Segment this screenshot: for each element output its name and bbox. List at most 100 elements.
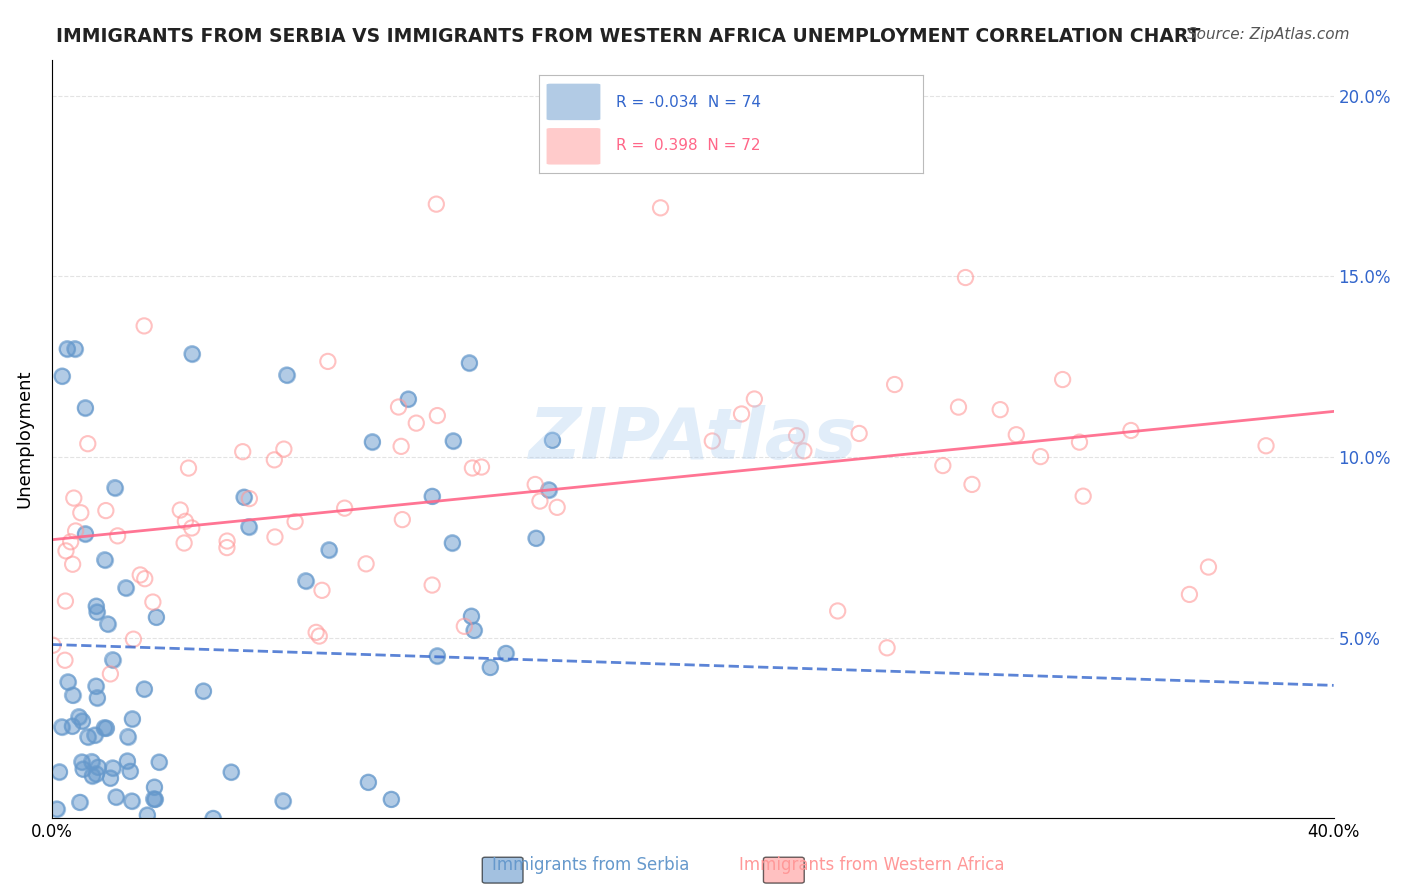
Immigrants from Serbia [143, 792, 166, 806]
Immigrants from Serbia [93, 553, 115, 567]
Point [420, 489, 443, 503]
Point [361, 434, 384, 449]
Immigrants from Serbia [86, 605, 108, 619]
Immigrants from Serbia [193, 684, 215, 698]
Point [495, 647, 517, 661]
Immigrants from Serbia [45, 802, 67, 816]
Point [955, 270, 977, 285]
Point [101, 761, 124, 775]
Point [129, 568, 152, 582]
Point [233, 490, 256, 504]
Immigrants from Serbia [357, 775, 380, 789]
Point [136, 808, 159, 822]
Immigrants from Serbia [142, 792, 165, 806]
Point [426, 409, 449, 423]
Text: Immigrants from Serbia: Immigrants from Serbia [492, 856, 689, 874]
Point [441, 535, 464, 549]
Point [114, 581, 136, 595]
Text: ZIPAtlas: ZIPAtlas [529, 405, 856, 474]
Point [67, 709, 90, 723]
Immigrants from Serbia [117, 754, 139, 768]
Point [524, 531, 547, 545]
Point [541, 434, 564, 448]
Point [72, 762, 94, 776]
Immigrants from Serbia [84, 679, 107, 693]
Point [380, 792, 402, 806]
Immigrants from Serbia [495, 647, 517, 661]
Point [988, 402, 1011, 417]
Immigrants from Serbia [104, 789, 127, 804]
Point [48, 764, 70, 779]
Y-axis label: Unemployment: Unemployment [15, 370, 32, 508]
Point [318, 542, 340, 557]
Point [82, 768, 104, 782]
Point [121, 712, 143, 726]
Text: Source: ZipAtlas.com: Source: ZipAtlas.com [1187, 27, 1350, 42]
Point [305, 625, 328, 640]
Immigrants from Serbia [51, 720, 73, 734]
Immigrants from Serbia [120, 764, 142, 779]
Point [426, 648, 449, 663]
Point [86, 690, 108, 705]
Point [793, 444, 815, 458]
Point [42, 638, 65, 652]
Point [1069, 435, 1091, 450]
Point [96, 721, 118, 735]
Point [62, 558, 84, 572]
Immigrants from Serbia [233, 490, 256, 504]
Immigrants from Serbia [134, 681, 156, 696]
Immigrants from Serbia [96, 721, 118, 735]
Immigrants from Serbia [145, 610, 167, 624]
Point [276, 368, 298, 382]
Point [273, 442, 295, 456]
Immigrants from Serbia [83, 728, 105, 742]
Point [948, 400, 970, 414]
Point [354, 557, 377, 571]
Point [786, 429, 808, 443]
Point [311, 583, 333, 598]
Point [55, 594, 77, 608]
Point [201, 812, 224, 826]
Immigrants from Serbia [56, 342, 79, 356]
Immigrants from Serbia [460, 609, 482, 624]
Point [387, 400, 409, 414]
Point [730, 407, 752, 421]
Point [80, 755, 103, 769]
Immigrants from Serbia [101, 761, 124, 775]
Point [173, 536, 195, 550]
Immigrants from Serbia [86, 690, 108, 705]
Immigrants from Serbia [361, 434, 384, 449]
Point [169, 503, 191, 517]
Immigrants from Serbia [148, 755, 170, 769]
Point [458, 356, 481, 370]
Point [117, 730, 139, 744]
Point [174, 514, 197, 528]
Point [238, 491, 260, 506]
Point [84, 599, 107, 614]
Point [546, 500, 568, 515]
Immigrants from Serbia [93, 721, 115, 735]
Point [1198, 560, 1220, 574]
Point [87, 760, 110, 774]
Point [104, 481, 127, 495]
Point [396, 392, 419, 406]
Immigrants from Serbia [56, 674, 79, 689]
Point [100, 771, 122, 785]
Point [122, 632, 145, 647]
Point [848, 426, 870, 441]
Point [120, 764, 142, 779]
Point [76, 436, 98, 450]
Immigrants from Serbia [537, 483, 560, 497]
Immigrants from Serbia [479, 660, 502, 674]
Immigrants from Serbia [463, 624, 485, 638]
Immigrants from Serbia [84, 766, 107, 780]
Point [107, 529, 129, 543]
Point [470, 460, 492, 475]
Immigrants from Serbia [441, 434, 464, 448]
Point [63, 342, 86, 356]
Point [62, 491, 84, 505]
Point [389, 439, 412, 453]
Point [524, 477, 547, 491]
Point [83, 728, 105, 742]
Immigrants from Serbia [136, 808, 159, 822]
